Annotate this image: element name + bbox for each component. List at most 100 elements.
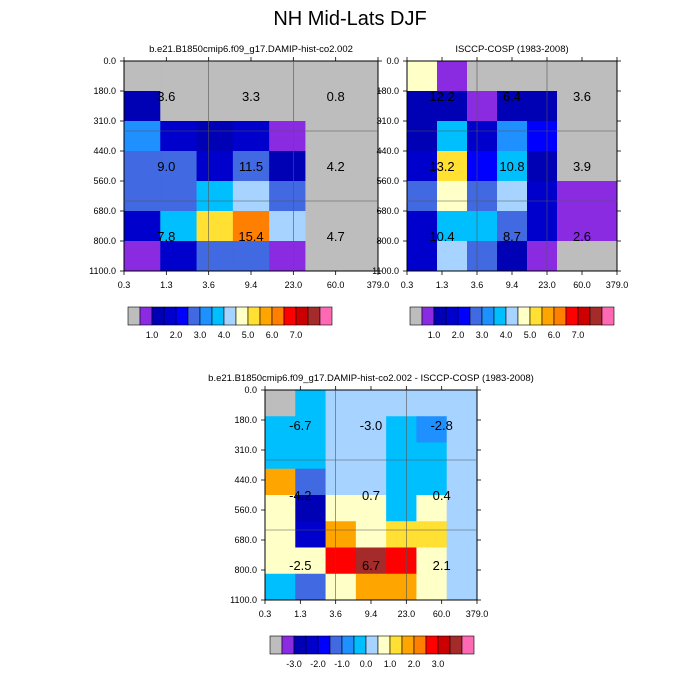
heatmap-cell — [497, 61, 528, 92]
heatmap-cell — [295, 390, 327, 417]
heatmap-cell — [265, 416, 296, 443]
x-tick-label: 0.3 — [401, 280, 414, 290]
heatmap-cell — [407, 91, 438, 122]
heatmap-cell — [437, 121, 468, 152]
heatmap-cell — [325, 547, 357, 575]
heatmap-cell — [446, 495, 478, 522]
x-tick-label: 23.0 — [538, 280, 556, 290]
cell-value-label: -4.2 — [289, 488, 311, 503]
y-tick-label: 0.0 — [103, 56, 116, 66]
cell-value-label: 4.7 — [327, 229, 345, 244]
colorbar-label: 5.0 — [524, 330, 537, 340]
cell-value-label: 11.5 — [239, 159, 263, 174]
heatmap-cell — [437, 61, 468, 92]
heatmap-cell — [587, 211, 618, 242]
heatmap-cell — [446, 547, 478, 575]
colorbar-swatch — [307, 306, 321, 326]
x-tick-label: 379.0 — [367, 280, 390, 290]
heatmap-cell — [386, 495, 417, 522]
colorbar-label: 5.0 — [242, 330, 255, 340]
heatmap-cell — [265, 495, 296, 522]
cell-value-label: 6.7 — [362, 558, 380, 573]
colorbar-swatch — [413, 635, 427, 655]
heatmap-cell — [341, 121, 379, 152]
heatmap-cell — [341, 91, 379, 122]
y-tick-label: 560.0 — [376, 176, 399, 186]
heatmap-cell — [325, 390, 357, 417]
x-tick-label: 3.6 — [329, 609, 342, 619]
cell-value-label: 15.4 — [238, 229, 263, 244]
x-tick-label: 1.3 — [436, 280, 449, 290]
heatmap-cell — [325, 521, 357, 548]
colorbar-swatch — [139, 306, 153, 326]
y-tick-label: 440.0 — [376, 146, 399, 156]
heatmap-cell — [587, 61, 618, 92]
heatmap-cell — [467, 61, 498, 92]
x-tick-label: 23.0 — [285, 280, 303, 290]
colorbar-swatch — [271, 306, 285, 326]
heatmap-cell — [437, 91, 468, 122]
colorbar-swatch — [223, 306, 237, 326]
colorbar-swatch — [505, 306, 519, 326]
y-tick-label: 800.0 — [93, 236, 116, 246]
heatmap-cell — [587, 91, 618, 122]
cell-value-label: -2.5 — [289, 558, 311, 573]
y-tick-label: 800.0 — [234, 565, 257, 575]
heatmap-cell — [416, 442, 448, 470]
y-tick-label: 1100.0 — [89, 266, 116, 276]
colorbar-swatch — [247, 306, 261, 326]
heatmap-cell — [467, 211, 498, 242]
cell-value-label: -2.8 — [430, 418, 452, 433]
colorbar-label: -1.0 — [334, 659, 350, 669]
colorbar-label: 4.0 — [218, 330, 231, 340]
heatmap-cell — [325, 495, 357, 522]
heatmap-cell — [557, 61, 588, 92]
y-tick-label: 0.0 — [386, 56, 399, 66]
heatmap-cell — [160, 181, 198, 212]
figure-title: NH Mid-Lats DJF — [273, 8, 427, 30]
heatmap-cell — [295, 547, 327, 575]
heatmap-cell — [416, 468, 448, 496]
heatmap-cell — [341, 61, 379, 92]
heatmap-cell — [265, 468, 296, 496]
cell-value-label: 9.0 — [157, 159, 175, 174]
cell-value-label: 10.4 — [429, 229, 454, 244]
cell-value-label: 3.9 — [573, 159, 591, 174]
colorbar-swatch — [577, 306, 591, 326]
colorbar-swatch — [529, 306, 543, 326]
x-tick-label: 60.0 — [433, 609, 451, 619]
colorbar-label: 1.0 — [146, 330, 159, 340]
heatmap-cell — [305, 151, 343, 182]
heatmap-cell — [386, 416, 417, 443]
y-tick-label: 560.0 — [234, 505, 257, 515]
heatmap-cell — [295, 521, 327, 548]
heatmap-cell — [295, 468, 327, 496]
colorbar-2: 1.0 2.0 3.0 4.0 5.0 6.0 7.0 — [409, 306, 615, 340]
heatmap-cell — [407, 211, 438, 242]
heatmap-cell — [124, 241, 161, 272]
heatmap-cell — [446, 416, 478, 443]
colorbar-swatch — [319, 306, 333, 326]
x-tick-label: 9.4 — [506, 280, 519, 290]
colorbar-label: 2.0 — [170, 330, 183, 340]
heatmap-cell — [355, 442, 387, 470]
heatmap-cell — [527, 91, 558, 122]
cell-value-label: 0.8 — [327, 89, 345, 104]
cell-value-label: 3.6 — [157, 89, 175, 104]
heatmap-cell — [467, 151, 498, 182]
heatmap-cell — [437, 241, 468, 272]
heatmap-cell — [124, 91, 161, 122]
heatmap-cell — [295, 416, 327, 443]
colorbar-label: 7.0 — [572, 330, 585, 340]
heatmap-cell — [124, 211, 161, 242]
heatmap-cell — [557, 181, 588, 212]
y-tick-label: 440.0 — [234, 475, 257, 485]
cell-value-label: 8.7 — [503, 229, 521, 244]
heatmap-cell — [497, 181, 528, 212]
heatmap-cell — [467, 91, 498, 122]
heatmap-cell — [341, 151, 379, 182]
heatmap-cell — [124, 121, 161, 152]
colorbar-swatch — [433, 306, 447, 326]
heatmap-cell — [446, 573, 478, 601]
colorbar-label: 3.0 — [432, 659, 445, 669]
